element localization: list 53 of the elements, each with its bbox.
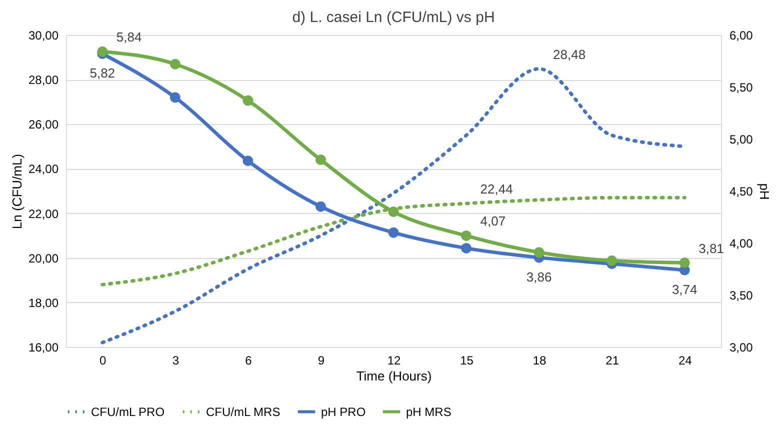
y-tick-label: 30,00 [28,28,59,42]
y-tick-label: 24,00 [28,162,59,176]
y-tick-label: 28,00 [28,73,59,88]
data-label: 3,74 [672,282,698,298]
x-tick-label: 6 [245,354,252,368]
point [461,242,472,254]
point [606,255,618,266]
y-tick-label: 18,00 [28,296,59,310]
chart-title: d) L. casei Ln (CFU/mL) vs pH [292,9,495,26]
data-label: 3,86 [526,270,552,285]
x-tick-label: 3 [172,354,180,368]
point [315,154,326,166]
x-tick-label: 9 [318,354,325,368]
y-tick-label: 20,00 [28,251,59,266]
point [534,247,544,258]
legend-label: pH PRO [321,404,366,419]
point [242,156,254,166]
point [388,206,399,218]
point [315,201,326,212]
y2-tick-label: 5,50 [730,80,754,94]
data-label: 28,48 [553,46,586,62]
x-axis-title: Time (Hours) [356,368,432,384]
data-label: 3,81 [698,240,724,256]
legend-label: pH MRS [406,404,452,419]
x-tick-label: 24 [678,354,692,368]
y-tick-label: 26,00 [28,118,59,132]
data-label: 5,84 [116,30,142,45]
y2-tick-label: 6,00 [730,28,754,42]
data-label: 5,82 [90,66,116,81]
y-axis-title: Ln (CFU/mL) [9,154,24,230]
x-tick-label: 21 [606,354,620,368]
point [242,95,254,106]
point [388,227,399,238]
x-tick-label: 18 [532,354,547,368]
y2-tick-label: 4,00 [730,236,754,250]
y-tick-label: 16,00 [28,340,59,354]
point [170,92,180,103]
x-tick-label: 12 [387,354,401,368]
y2-tick-label: 3,50 [730,288,754,302]
point [170,58,180,70]
y2-tick-label: 4,50 [730,184,754,198]
y-tick-label: 22,00 [28,206,59,221]
data-label: 22,44 [480,181,513,196]
x-tick-label: 0 [100,354,107,368]
y2-tick-label: 5,00 [730,132,754,146]
legend-label: CFU/mL MRS [206,404,280,419]
data-label: 4,07 [480,214,506,229]
y2-tick-label: 3,00 [730,340,754,354]
point [679,258,690,268]
y2-axis-title: pH [756,183,772,200]
x-tick-label: 15 [460,354,474,368]
point [461,230,472,241]
legend-label: CFU/mL PRO [91,404,165,419]
